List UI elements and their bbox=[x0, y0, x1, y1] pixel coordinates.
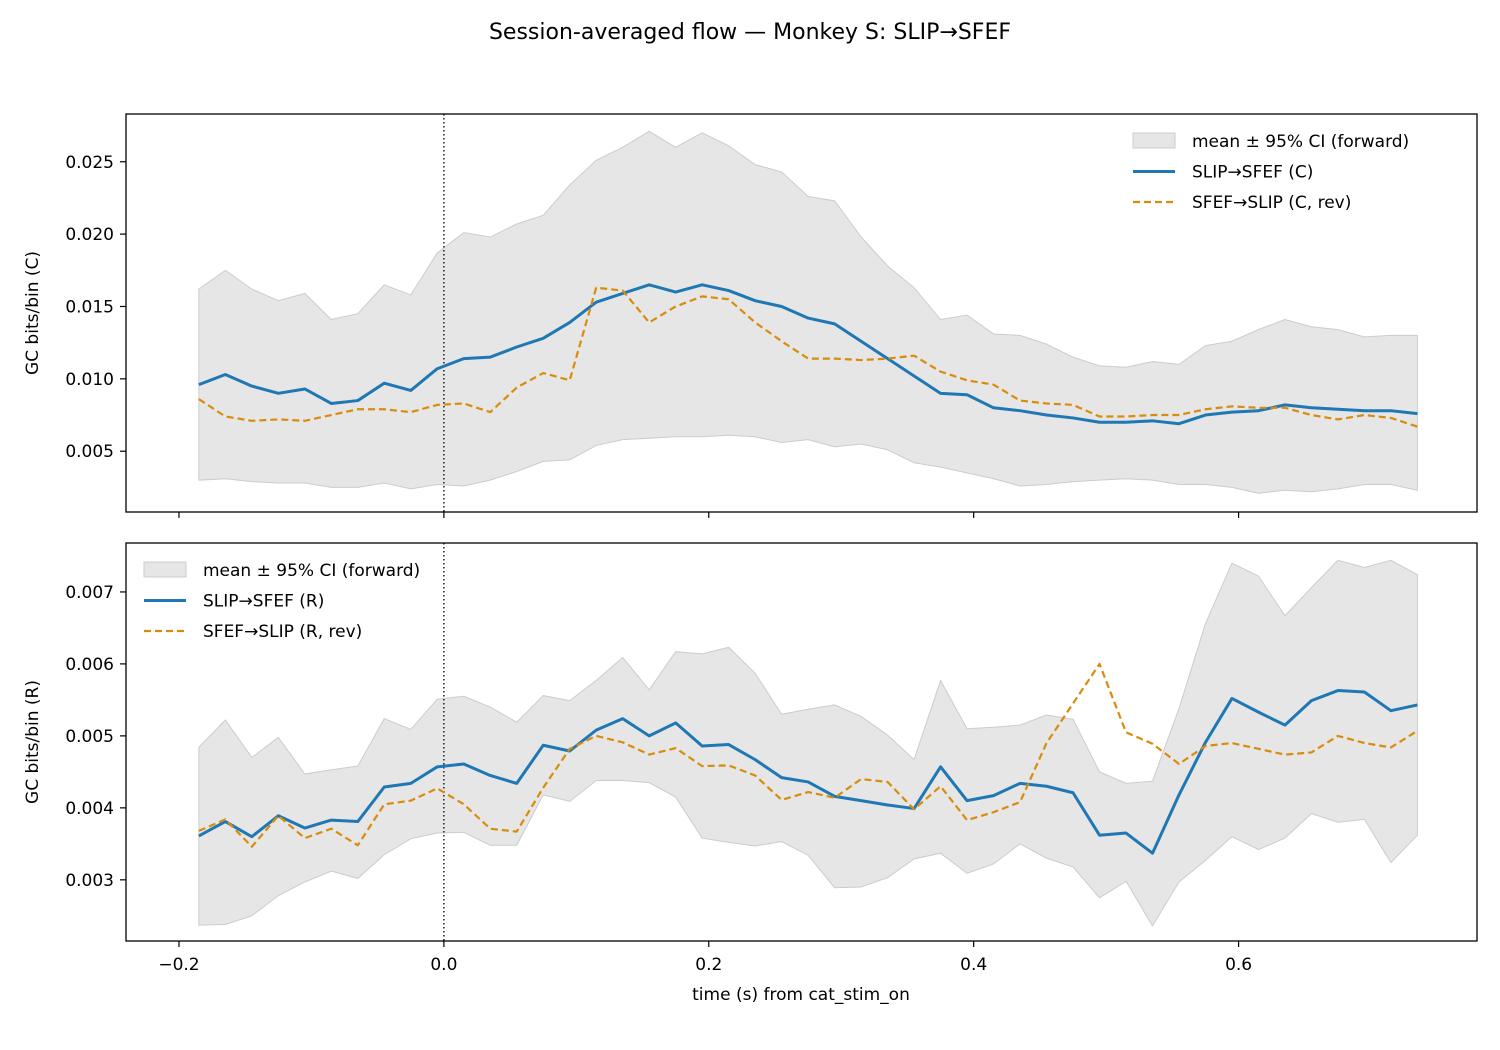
y-axis-label: GC bits/bin (C) bbox=[23, 251, 43, 375]
x-tick-label: 0.6 bbox=[1225, 955, 1252, 975]
x-tick-label: 0.0 bbox=[430, 955, 457, 975]
legend: mean ± 95% CI (forward) SLIP→SFEF (R) SFEF… bbox=[143, 561, 420, 642]
y-tick-label: 0.005 bbox=[65, 442, 114, 462]
x-tick-label: 0.2 bbox=[695, 955, 722, 975]
y-axis-label: GC bits/bin (R) bbox=[23, 680, 43, 804]
legend-label: mean ± 95% CI (forward) bbox=[1192, 132, 1409, 152]
figure-title: Session-averaged flow — Monkey S: SLIP→S… bbox=[489, 20, 1011, 45]
legend-label: SLIP→SFEF (C) bbox=[1192, 163, 1313, 183]
x-axis-label: time (s) from cat_stim_on bbox=[692, 985, 910, 1005]
y-tick-label: 0.004 bbox=[65, 799, 114, 819]
y-tick-label: 0.006 bbox=[65, 655, 114, 675]
y-tick-label: 0.025 bbox=[65, 153, 114, 173]
reverse-line bbox=[198, 286, 1418, 428]
y-tick-label: 0.015 bbox=[65, 297, 114, 317]
y-tick-label: 0.005 bbox=[65, 727, 114, 747]
forward-line bbox=[198, 689, 1418, 855]
x-tick-label: −0.2 bbox=[158, 955, 199, 975]
y-tick-label: 0.010 bbox=[65, 370, 114, 390]
legend-label: SFEF→SLIP (C, rev) bbox=[1192, 193, 1351, 213]
axes-frame bbox=[125, 542, 1478, 942]
y-tick-label: 0.003 bbox=[65, 871, 114, 891]
ci-band bbox=[198, 130, 1418, 494]
legend-label: mean ± 95% CI (forward) bbox=[203, 561, 420, 581]
panel-top: 0.005 0.010 0.015 0.020 0.025 GC bits/bin (C)… bbox=[23, 113, 1478, 518]
reverse-line bbox=[198, 662, 1418, 848]
axes-frame bbox=[125, 113, 1478, 513]
panel-bottom: −0.2 0.0 0.2 0.4 0.6 0.003 0.004 0.005 0.006 0.00… bbox=[23, 542, 1478, 975]
forward-line bbox=[198, 283, 1418, 426]
y-tick-label: 0.020 bbox=[65, 225, 114, 245]
legend: mean ± 95% CI (forward) SLIP→SFEF (C) SFEF… bbox=[1132, 132, 1409, 213]
legend-swatch-ci bbox=[143, 561, 187, 578]
legend-label: SLIP→SFEF (R) bbox=[203, 592, 324, 612]
legend-label: SFEF→SLIP (R, rev) bbox=[203, 622, 362, 642]
legend-swatch-ci bbox=[1132, 132, 1176, 149]
y-tick-label: 0.007 bbox=[65, 583, 114, 603]
x-tick-label: 0.4 bbox=[960, 955, 987, 975]
